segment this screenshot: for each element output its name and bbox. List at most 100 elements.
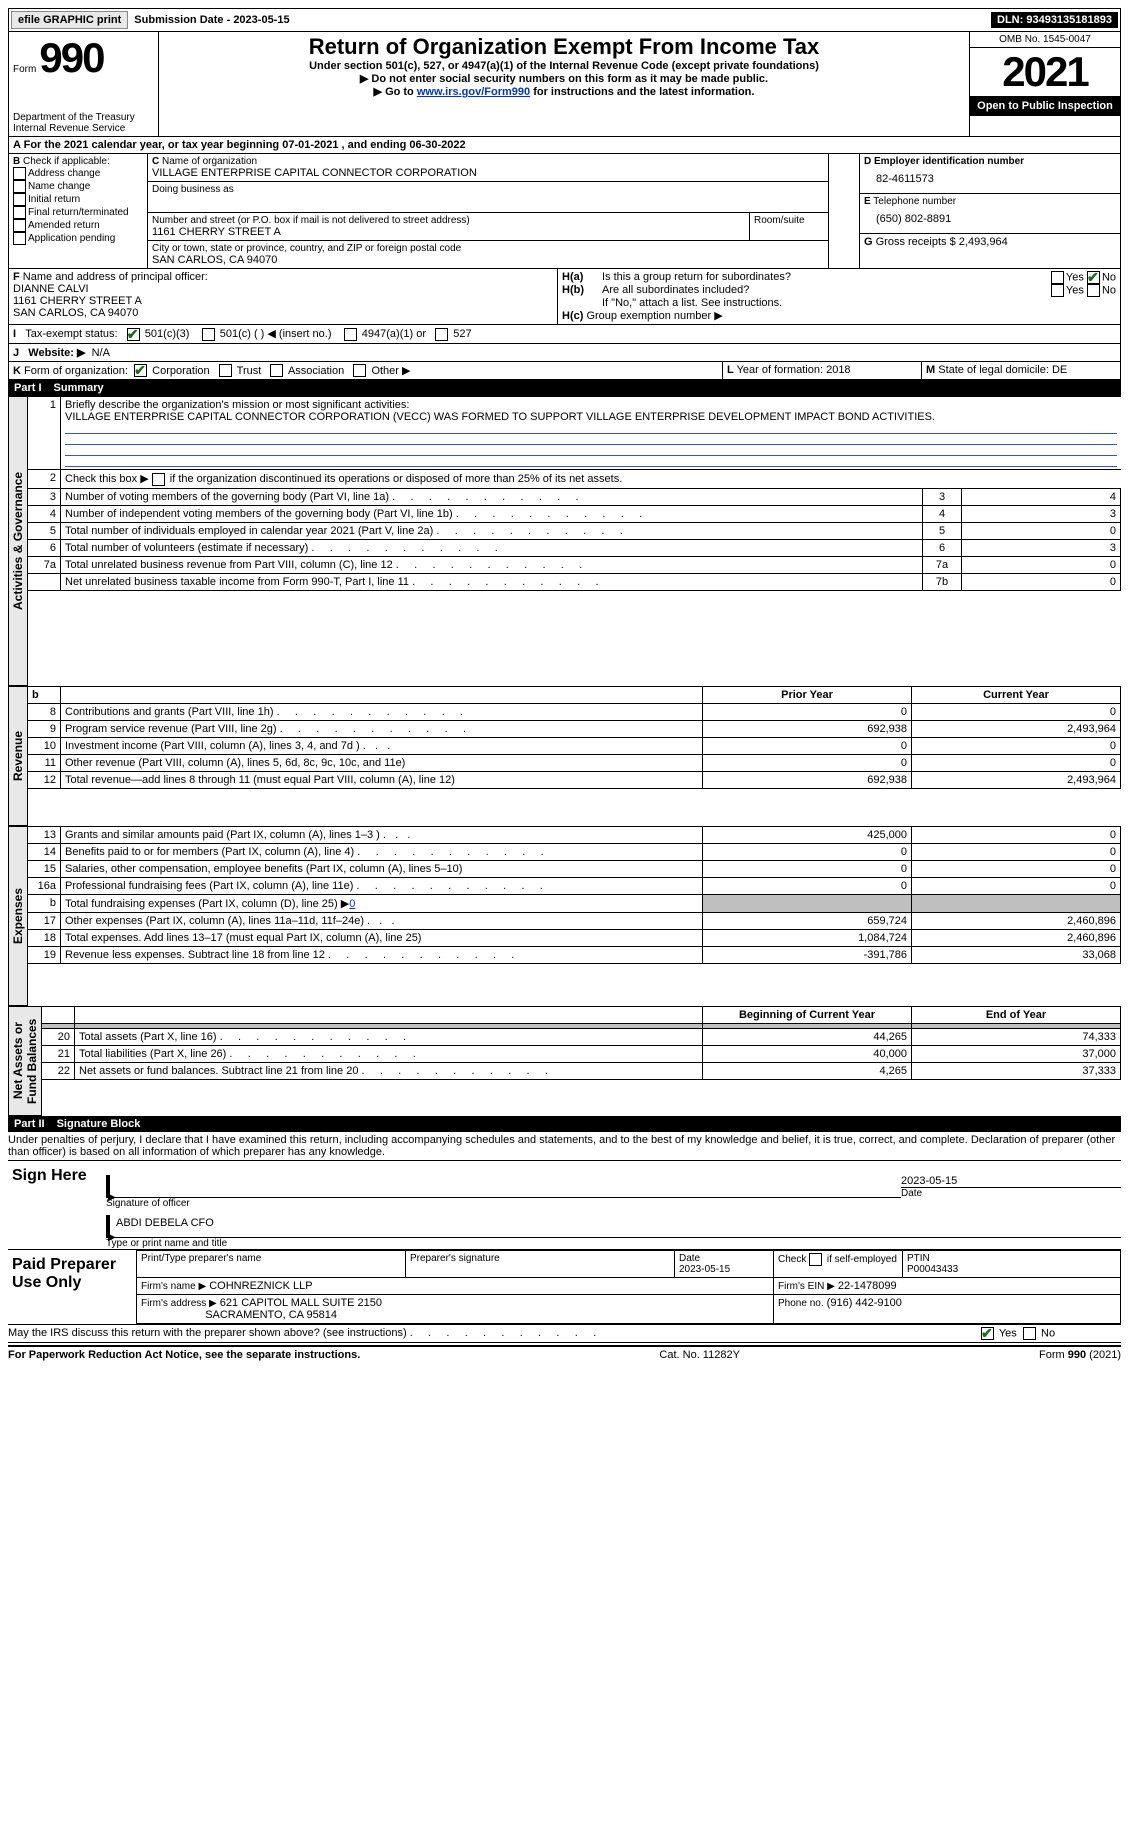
line-7b-row: Net unrelated business taxable income fr…: [28, 573, 1121, 590]
check-amended-return[interactable]: Amended return: [13, 219, 143, 232]
m-label: State of legal domicile:: [938, 364, 1049, 376]
form990-link[interactable]: www.irs.gov/Form990: [417, 86, 530, 98]
l2-no: 2: [28, 470, 61, 489]
discuss-yes-check[interactable]: [981, 1327, 994, 1340]
cy-val: 33,068: [912, 947, 1121, 964]
check-name-change[interactable]: Name change: [13, 180, 143, 193]
hb-no-check[interactable]: [1087, 284, 1100, 297]
cy-val: 2,460,896: [912, 913, 1121, 930]
officer-name-title: ABDI DEBELA CFO: [106, 1215, 1121, 1238]
l1-no: 1: [28, 397, 61, 470]
firm-phone-label: Phone no.: [778, 1298, 824, 1309]
line-val: 4: [962, 488, 1121, 505]
c-name-label: Name of organization: [162, 156, 257, 167]
k-label: Form of organization:: [24, 365, 128, 377]
ha-yes-check[interactable]: [1051, 271, 1064, 284]
website-value: N/A: [92, 347, 110, 359]
na-21: 21Total liabilities (Part X, line 26)40,…: [42, 1046, 1121, 1063]
line-text: Total expenses. Add lines 13–17 (must eq…: [65, 932, 421, 944]
cy-val: 0: [912, 755, 1121, 772]
end-year-hdr: End of Year: [912, 1007, 1121, 1024]
line-text: Investment income (Part VIII, column (A)…: [65, 740, 360, 752]
check-corp[interactable]: [134, 364, 147, 377]
check-501c[interactable]: [202, 328, 215, 341]
check-4947[interactable]: [344, 328, 357, 341]
line-no: 5: [28, 522, 61, 539]
cy-val: 37,333: [912, 1063, 1121, 1080]
dln-label: DLN: 93493135181893: [991, 12, 1118, 28]
pp-date: 2023-05-15: [679, 1264, 730, 1275]
dba-label: Doing business as: [152, 184, 824, 195]
line-no: 21: [42, 1046, 75, 1063]
py-val: 692,938: [703, 721, 912, 738]
line-no: 18: [28, 930, 61, 947]
cy-val: 0: [912, 844, 1121, 861]
line-text: Total unrelated business revenue from Pa…: [65, 559, 582, 571]
opt-corp: Corporation: [152, 365, 209, 377]
opt-501c: 501(c) ( ) ◀ (insert no.): [220, 328, 332, 340]
room-label: Room/suite: [750, 213, 828, 240]
org-city: SAN CARLOS, CA 94070: [152, 254, 824, 266]
cy-val: 2,493,964: [912, 721, 1121, 738]
check-address-change[interactable]: Address change: [13, 167, 143, 180]
discuss-label: May the IRS discuss this return with the…: [8, 1327, 596, 1339]
part-2-bar: Part II Signature Block: [8, 1116, 1121, 1132]
tax-year-begin: 07-01-2021: [282, 139, 338, 151]
opt-name-change: Name change: [28, 181, 90, 192]
firm-addr2: SACRAMENTO, CA 95814: [205, 1309, 337, 1321]
efile-print-button[interactable]: efile GRAPHIC print: [11, 11, 128, 29]
check-trust[interactable]: [219, 364, 232, 377]
py-val: 659,724: [703, 913, 912, 930]
firm-name-label: Firm's name ▶: [141, 1281, 206, 1292]
part-1-no: Part I: [14, 382, 42, 394]
phone-value: (650) 802-8891: [864, 207, 1116, 231]
i-label: Tax-exempt status:: [25, 328, 117, 340]
check-assoc[interactable]: [270, 364, 283, 377]
exp-18: 18 Total expenses. Add lines 13–17 (must …: [28, 930, 1121, 947]
rev-10: 10Investment income (Part VIII, column (…: [28, 738, 1121, 755]
opt-app-pending: Application pending: [28, 233, 115, 244]
h-b-label: Are all subordinates included?: [602, 284, 1051, 297]
fundraising-total-link[interactable]: 0: [349, 898, 355, 910]
check-discontinued[interactable]: [152, 473, 165, 486]
exp-16a: 16aProfessional fundraising fees (Part I…: [28, 878, 1121, 895]
j-label: Website: ▶: [28, 347, 85, 359]
irs-label: Internal Revenue Service: [13, 123, 154, 134]
line-box: 7b: [923, 573, 962, 590]
hb-yes-check[interactable]: [1051, 284, 1064, 297]
check-other[interactable]: [353, 364, 366, 377]
officer-addr2: SAN CARLOS, CA 94070: [13, 307, 553, 319]
footer-right: Form 990 (2021): [1039, 1349, 1121, 1361]
check-final-return[interactable]: Final return/terminated: [13, 206, 143, 219]
sign-here-label: Sign Here: [8, 1161, 106, 1191]
l-label: Year of formation:: [737, 364, 823, 376]
line-no: 7a: [28, 556, 61, 573]
ha-no-check[interactable]: [1087, 271, 1100, 284]
check-self-employed[interactable]: [809, 1253, 822, 1266]
exp-17: 17Other expenses (Part IX, column (A), l…: [28, 913, 1121, 930]
part-2-no: Part II: [14, 1118, 45, 1130]
ptin-label: PTIN: [907, 1253, 930, 1264]
check-527[interactable]: [435, 328, 448, 341]
line-5-row: 5Total number of individuals employed in…: [28, 522, 1121, 539]
ein-label: Employer identification number: [874, 156, 1024, 167]
line-val: 0: [962, 556, 1121, 573]
line-val: 3: [962, 539, 1121, 556]
line-no: 8: [28, 704, 61, 721]
check-application-pending[interactable]: Application pending: [13, 232, 143, 245]
prior-year-hdr: Prior Year: [703, 687, 912, 704]
part-2-title: Signature Block: [57, 1118, 141, 1130]
activities-governance-section: Activities & Governance 1 Briefly descri…: [8, 396, 1121, 686]
check-501c3[interactable]: [127, 328, 140, 341]
py-val: 692,938: [703, 772, 912, 789]
line-no: 15: [28, 861, 61, 878]
exp-14: 14Benefits paid to or for members (Part …: [28, 844, 1121, 861]
subtitle-1: Under section 501(c), 527, or 4947(a)(1)…: [163, 60, 965, 72]
cy-val: 0: [912, 861, 1121, 878]
firm-addr-label: Firm's address ▶: [141, 1298, 217, 1309]
line-a-pre: For the 2021 calendar year, or tax year …: [24, 139, 283, 151]
check-initial-return[interactable]: Initial return: [13, 193, 143, 206]
opt-assoc: Association: [288, 365, 344, 377]
discuss-no-check[interactable]: [1023, 1327, 1036, 1340]
dept-label: Department of the Treasury: [13, 112, 154, 123]
